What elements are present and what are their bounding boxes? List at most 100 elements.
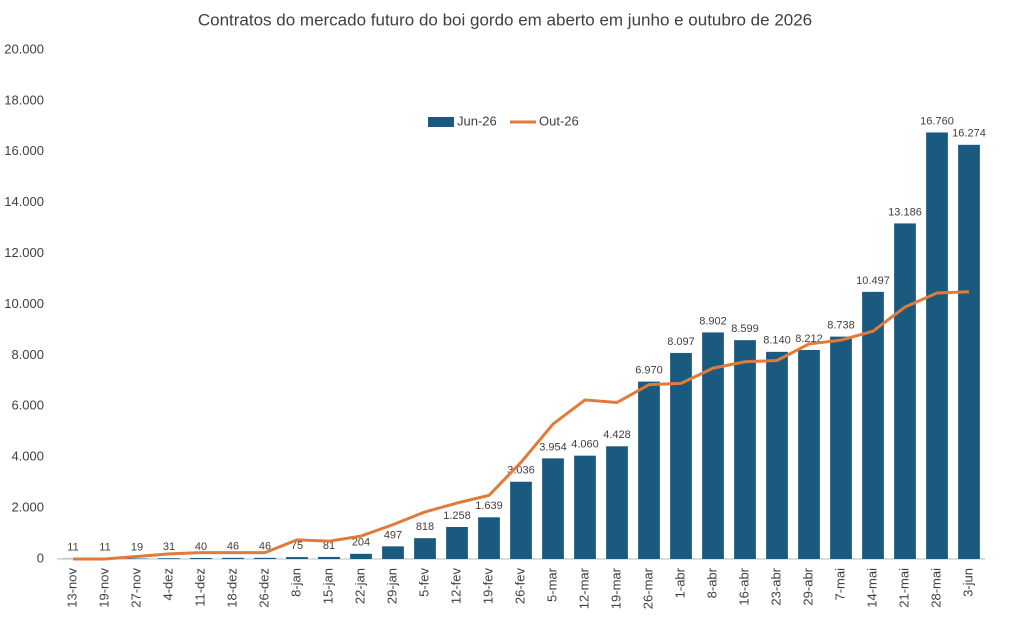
y-tick-label: 18.000 [4,92,44,107]
bar [510,481,532,559]
x-tick-label: 29-abr [800,567,815,605]
bar [318,556,340,559]
x-tick-label: 16-abr [736,567,751,605]
data-label: 11 [99,542,110,554]
x-tick-label: 12-fev [448,568,463,605]
x-tick-label: 1-abr [672,567,687,598]
bar [254,557,276,559]
bar [670,352,692,559]
bar [414,538,436,559]
bar [542,458,564,559]
data-label: 11 [67,542,78,554]
x-tick-label: 4-dez [160,568,175,601]
y-tick-label: 2.000 [11,500,44,515]
x-tick-label: 19-mar [608,567,623,609]
bar [382,546,404,559]
x-tick-label: 26-dez [256,568,271,608]
data-label: 8.140 [763,335,791,347]
data-label: 46 [227,541,239,553]
data-label: 8.097 [667,336,695,348]
y-tick-label: 4.000 [11,449,44,464]
bar [190,557,212,559]
x-tick-label: 14-mai [864,568,879,608]
data-label: 497 [384,529,402,541]
x-tick-label: 27-nov [128,568,143,608]
y-tick-label: 16.000 [4,143,44,158]
y-tick-label: 6.000 [11,398,44,413]
bar [766,351,788,559]
data-label: 10.497 [856,275,890,287]
y-tick-label: 0 [37,550,44,565]
x-tick-label: 26-mar [640,567,655,609]
line [73,290,970,561]
x-tick-label: 8-abr [704,567,719,598]
bar [638,381,660,559]
bar [830,336,852,559]
data-label: 4.428 [603,429,631,441]
data-label: 8.599 [731,323,759,335]
bar [574,455,596,559]
data-label: 31 [163,541,175,553]
y-tick-label: 12.000 [4,245,44,260]
y-tick-label: 8.000 [11,347,44,362]
x-tick-label: 3-jun [960,568,975,597]
x-tick-label: 11-dez [192,568,207,607]
x-tick-label: 26-fev [512,568,527,605]
bar [734,340,756,559]
bar [286,557,308,559]
x-tick-label: 29-jan [384,568,399,604]
bar [798,350,820,559]
chart-title: Contratos do mercado futuro do boi gordo… [198,10,812,29]
x-tick-label: 5-mar [544,567,559,602]
data-label: 1.639 [475,500,503,512]
x-tick-label: 15-jan [320,568,335,604]
data-label: 818 [416,521,434,533]
x-tick-label: 13-nov [64,568,79,608]
data-label: 16.274 [952,128,986,140]
x-tick-label: 23-abr [768,567,783,605]
bar [478,517,500,559]
x-tick-label: 5-fev [416,568,431,597]
x-tick-label: 7-mai [832,568,847,601]
y-tick-label: 20.000 [4,41,44,56]
data-label: 4.060 [571,439,599,451]
data-label: 3.954 [539,441,567,453]
y-tick-label: 10.000 [4,296,44,311]
x-tick-label: 12-mar [576,567,591,609]
data-label: 19 [131,541,143,553]
x-tick-label: 21-mai [896,568,911,608]
x-tick-label: 19-fev [480,568,495,605]
data-label: 46 [259,541,271,553]
x-tick-label: 8-jan [288,568,303,597]
bar [894,223,916,559]
bar [862,291,884,559]
data-label: 75 [291,540,303,552]
y-tick-label: 14.000 [4,194,44,209]
legend-swatch [428,117,454,127]
bar [222,557,244,559]
bar [926,132,948,559]
legend-label: Out-26 [539,113,579,128]
data-label: 204 [352,537,370,549]
data-label: 1.258 [443,510,471,522]
bar [958,144,980,559]
data-label: 40 [195,541,207,553]
data-label: 6.970 [635,365,663,377]
data-label: 8.902 [699,315,727,327]
bar [606,446,628,559]
x-tick-label: 18-dez [224,568,239,608]
legend-label: Jun-26 [457,113,497,128]
bar [350,553,372,559]
x-tick-label: 22-jan [352,568,367,604]
data-label: 81 [323,540,335,552]
data-label: 16.760 [920,115,954,127]
bar [702,332,724,559]
data-label: 13.186 [888,206,922,218]
data-label: 8.738 [827,320,855,332]
x-tick-label: 28-mai [928,568,943,608]
bar [446,526,468,559]
bar [158,558,180,559]
x-tick-label: 19-nov [96,568,111,608]
